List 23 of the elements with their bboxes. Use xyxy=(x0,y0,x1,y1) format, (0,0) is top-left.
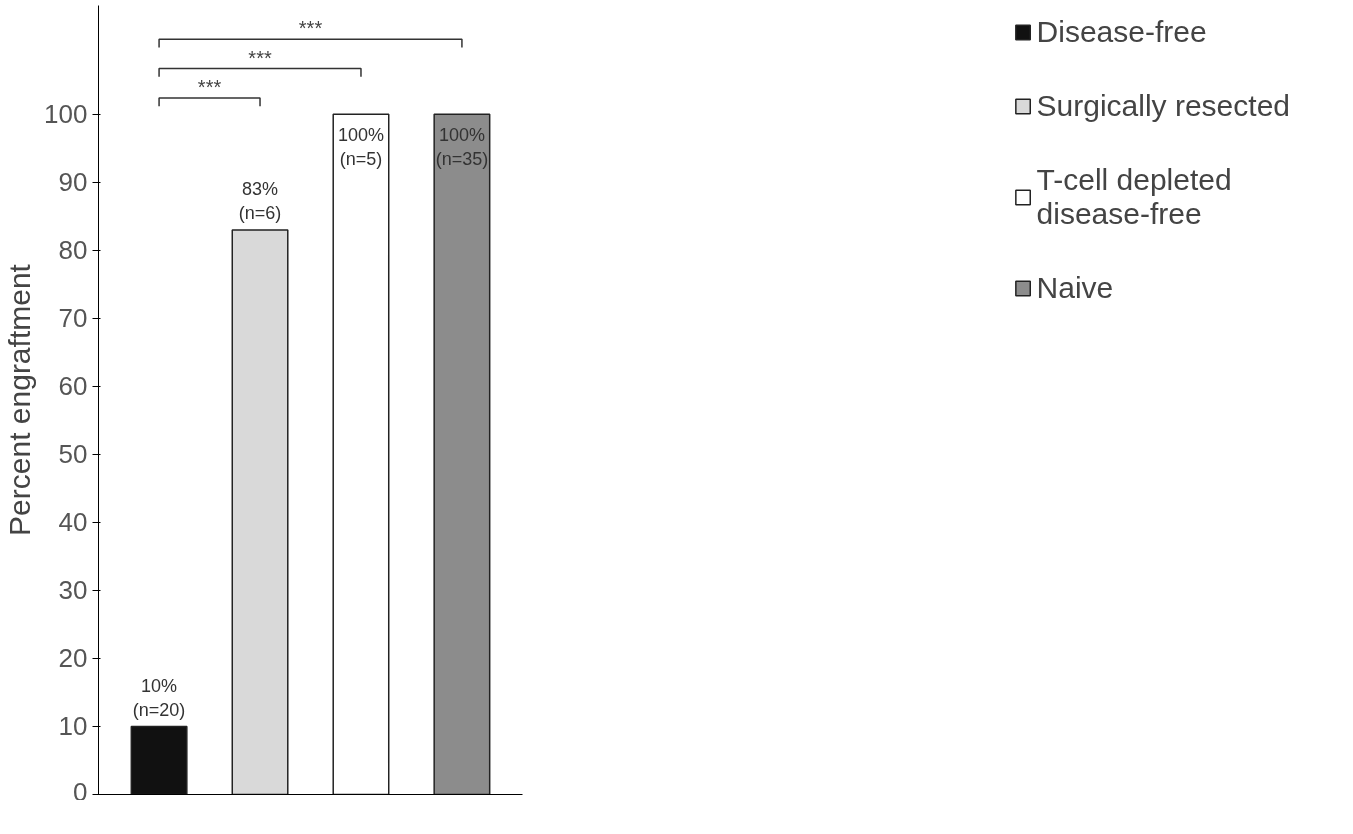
y-tick-label: 50 xyxy=(58,439,88,470)
y-tick-label: 30 xyxy=(58,575,88,606)
legend-label: Surgically resected xyxy=(1036,89,1290,123)
legend-label: Disease-free xyxy=(1036,15,1207,49)
y-tick-label: 40 xyxy=(58,507,88,538)
y-tick-label: 10 xyxy=(58,711,88,742)
legend-label: T-cell depleted disease-free xyxy=(1036,163,1232,231)
y-axis-title: Percent engraftment xyxy=(3,263,37,536)
y-tick-label: 20 xyxy=(58,643,88,674)
annotation: *** xyxy=(298,17,323,40)
data-label: 83% (n=6) xyxy=(238,179,282,224)
legend-label: Naive xyxy=(1036,271,1114,305)
data-label: 100% (n=35) xyxy=(435,124,489,169)
annotation: *** xyxy=(197,76,222,98)
y-tick-label: 60 xyxy=(58,371,88,402)
annotation: *** xyxy=(248,46,272,69)
data-label: 10% (n=20) xyxy=(132,675,186,720)
data-label: 100% (n=5) xyxy=(337,124,384,169)
y-tick-label: 100 xyxy=(44,99,88,130)
y-tick-label: 90 xyxy=(58,167,88,198)
y-tick-label: 80 xyxy=(58,235,88,266)
y-tick-label: 0 xyxy=(73,776,88,807)
y-tick-label: 70 xyxy=(58,303,88,334)
